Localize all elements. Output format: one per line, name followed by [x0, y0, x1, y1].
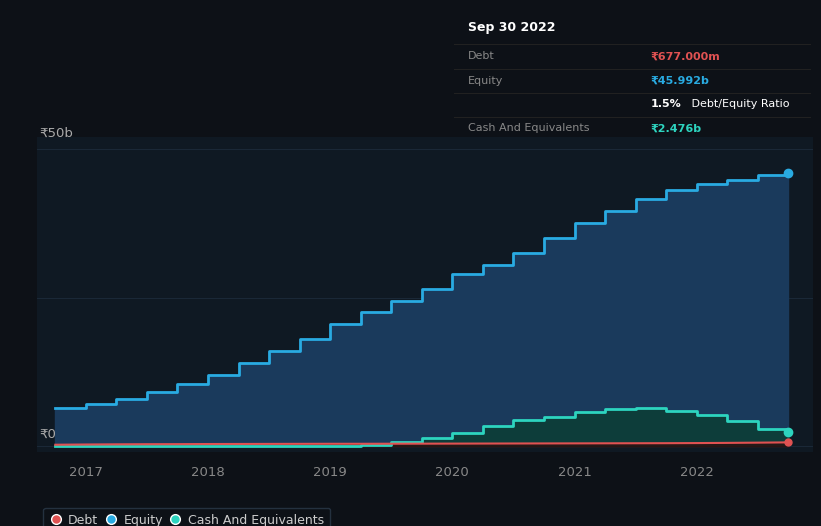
- Text: 1.5%: 1.5%: [650, 99, 681, 109]
- Text: Sep 30 2022: Sep 30 2022: [468, 21, 556, 34]
- Text: ₹0: ₹0: [39, 428, 57, 440]
- Text: ₹2.476b: ₹2.476b: [650, 124, 702, 134]
- Text: Debt: Debt: [468, 51, 495, 61]
- Text: Debt/Equity Ratio: Debt/Equity Ratio: [688, 99, 790, 109]
- Text: ₹50b: ₹50b: [39, 127, 73, 140]
- Legend: Debt, Equity, Cash And Equivalents: Debt, Equity, Cash And Equivalents: [44, 508, 330, 526]
- Text: Cash And Equivalents: Cash And Equivalents: [468, 124, 589, 134]
- Text: ₹677.000m: ₹677.000m: [650, 51, 720, 61]
- Text: Equity: Equity: [468, 76, 503, 86]
- Text: ₹45.992b: ₹45.992b: [650, 76, 709, 86]
